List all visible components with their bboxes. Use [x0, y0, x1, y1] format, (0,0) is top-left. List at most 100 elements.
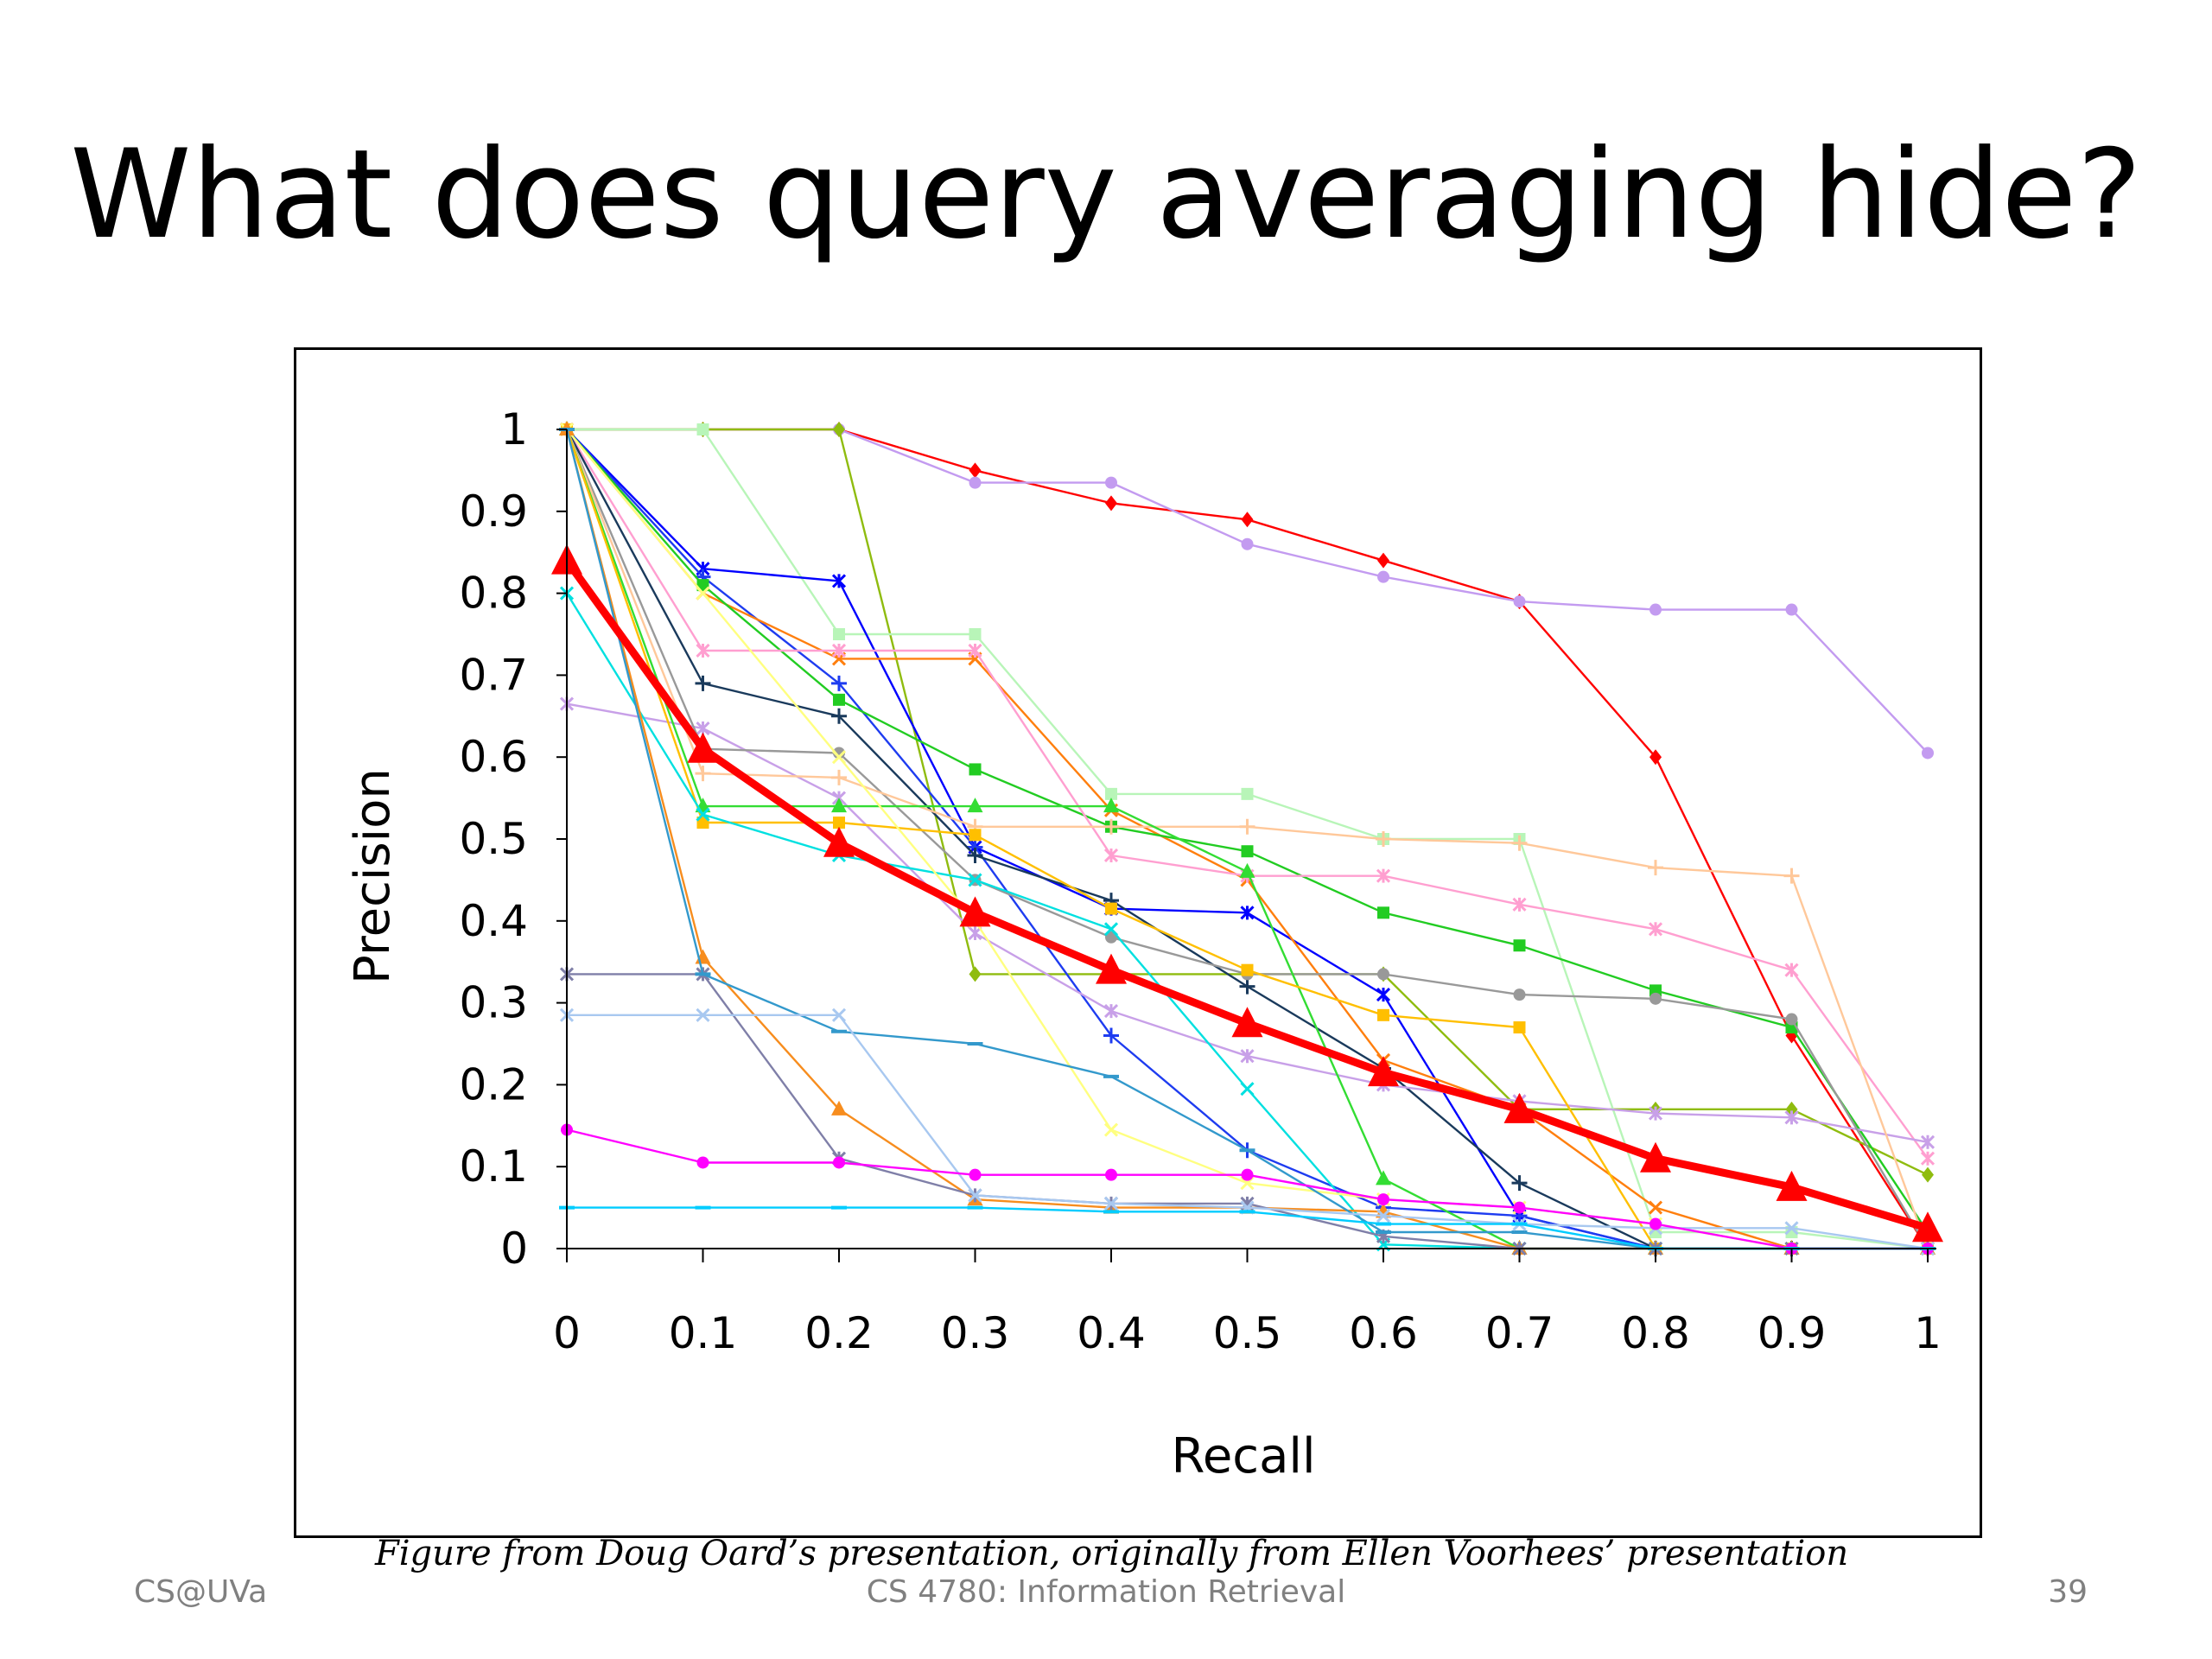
data-point	[833, 1156, 845, 1169]
data-point	[1231, 1007, 1263, 1038]
series-line	[567, 428, 1929, 1250]
data-point	[1920, 1135, 1936, 1149]
data-point	[1241, 963, 1254, 976]
data-point	[1103, 818, 1119, 835]
data-point	[833, 693, 845, 706]
data-point	[1513, 595, 1526, 608]
y-tick-label: 0.9	[459, 486, 528, 537]
data-point	[1103, 922, 1119, 937]
data-point	[831, 750, 847, 765]
y-tick-label: 0.1	[459, 1141, 528, 1192]
x-tick-label: 0.7	[1485, 1308, 1554, 1358]
data-point	[1783, 868, 1800, 884]
data-point	[1922, 1166, 1934, 1183]
x-tick-label: 0	[553, 1308, 581, 1358]
data-point	[833, 628, 845, 640]
series-line	[565, 429, 1929, 1249]
x-tick-label: 0.5	[1213, 1308, 1282, 1358]
series-11	[559, 696, 1936, 1149]
data-point	[959, 896, 991, 927]
y-tick-label: 0.2	[459, 1059, 528, 1109]
data-point	[696, 1007, 710, 1022]
series-line	[565, 429, 1928, 1250]
data-point	[696, 643, 710, 658]
data-point	[1240, 1082, 1255, 1096]
data-point	[1103, 1027, 1119, 1044]
figure-caption: Figure from Doug Oard’s presentation, or…	[375, 1534, 1849, 1573]
data-point	[1377, 570, 1389, 583]
y-tick-label: 0.6	[459, 732, 528, 782]
data-point	[1785, 1013, 1798, 1026]
series-line	[566, 429, 1928, 1250]
data-point	[823, 826, 855, 857]
series-line	[566, 429, 1928, 1250]
data-point	[696, 807, 710, 822]
data-point	[831, 708, 847, 724]
x-tick-label: 0.3	[941, 1308, 1010, 1358]
data-point	[968, 873, 982, 887]
data-point	[1922, 747, 1934, 760]
data-point	[831, 769, 847, 785]
data-point	[968, 643, 982, 658]
series-line	[566, 702, 1929, 1143]
data-point	[831, 574, 847, 588]
y-tick-label: 0.4	[459, 896, 528, 946]
data-point	[1241, 1168, 1254, 1181]
data-point	[833, 422, 845, 437]
data-point	[1241, 845, 1254, 858]
tick-labels: 0 0.1 0.2 0.3 0.4 0.5 0.6 0.7 0.8 0.9 1 0 0.1 0.2 0.3 0…	[459, 404, 1941, 1358]
data-point	[1368, 1056, 1399, 1087]
data-point	[1649, 992, 1662, 1005]
data-point	[967, 847, 983, 863]
data-point	[1376, 868, 1391, 883]
x-tick-label: 0.2	[804, 1308, 874, 1358]
data-point	[1105, 476, 1117, 489]
series-21	[559, 1007, 1936, 1256]
series-line	[567, 428, 1929, 754]
y-axis-label: Precision	[345, 768, 401, 984]
series-3	[561, 422, 1934, 1183]
y-tick-label: 0.7	[459, 650, 528, 700]
data-point	[969, 1168, 982, 1181]
series-13	[559, 422, 1936, 1256]
data-point	[1513, 1201, 1526, 1214]
data-point	[1503, 1092, 1535, 1123]
data-point	[1240, 1049, 1255, 1064]
data-point	[696, 586, 710, 601]
series-20	[559, 428, 1936, 1250]
data-point	[1648, 1200, 1663, 1215]
data-point	[1239, 818, 1255, 835]
data-point	[1103, 1196, 1119, 1211]
data-point	[1912, 1211, 1943, 1243]
precision-recall-chart: 0 0.1 0.2 0.3 0.4 0.5 0.6 0.7 0.8 0.9 1 0 0.1 0.2 0.3 0…	[345, 404, 1943, 1484]
data-point	[1376, 831, 1391, 847]
data-point	[833, 817, 845, 830]
data-point	[1239, 862, 1255, 878]
data-point	[1105, 1168, 1117, 1181]
data-point	[1241, 787, 1254, 800]
data-point	[1240, 906, 1255, 920]
data-point	[1920, 1151, 1936, 1166]
data-point	[1648, 922, 1663, 937]
data-point	[967, 798, 983, 813]
data-point	[1776, 1170, 1808, 1201]
x-tick-label: 0.8	[1621, 1308, 1690, 1358]
x-tick-label: 1	[1914, 1308, 1942, 1358]
data-point	[1512, 897, 1527, 912]
data-point	[696, 1156, 709, 1169]
data-point	[1376, 1170, 1391, 1185]
data-point	[1377, 552, 1389, 569]
series-line	[565, 429, 1928, 1250]
data-point	[969, 476, 982, 489]
data-point	[831, 643, 847, 658]
page-number: 39	[2048, 1574, 2088, 1610]
data-point	[1241, 537, 1254, 550]
data-point	[1784, 1110, 1799, 1125]
data-point	[1784, 1221, 1799, 1236]
data-point	[831, 798, 847, 813]
data-point	[1105, 902, 1117, 915]
y-tick-label: 1	[500, 404, 528, 454]
series-2	[561, 423, 1934, 760]
data-point	[1376, 1203, 1391, 1218]
data-point	[696, 423, 709, 435]
